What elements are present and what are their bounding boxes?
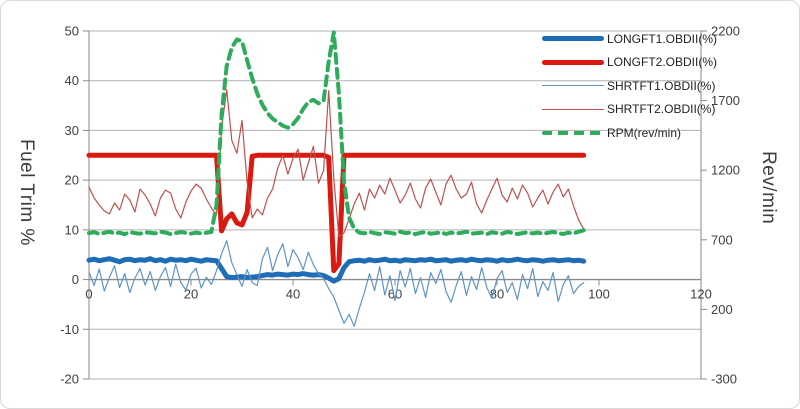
legend-item-rpm: RPM(rev/min) bbox=[542, 121, 698, 145]
y-left-tick-label: 40 bbox=[65, 73, 79, 88]
legend-item-shrtft1: SHRTFT1.OBDII(%) bbox=[542, 74, 715, 98]
legend-item-longft2: LONGFT2.OBDII(%) bbox=[542, 51, 717, 75]
y-right-tick-label: 700 bbox=[711, 232, 733, 247]
legend-swatch-rpm bbox=[542, 130, 604, 135]
y-left-tick-label: 50 bbox=[65, 24, 79, 39]
series-line-shrtft1-obdii- bbox=[88, 240, 585, 327]
legend-swatch-shrtft2 bbox=[542, 108, 604, 110]
legend-label-shrtft2: SHRTFT2.OBDII(%) bbox=[607, 102, 716, 117]
y-right-axis-title: Rev/min bbox=[758, 151, 779, 225]
y-right-tick-label: -300 bbox=[711, 372, 737, 387]
y-right-tick-label: 2200 bbox=[711, 24, 740, 39]
x-tick-label: 80 bbox=[490, 287, 504, 302]
legend-label-longft2: LONGFT2.OBDII(%) bbox=[607, 55, 718, 70]
y-left-tick-label: -20 bbox=[60, 372, 79, 387]
series-line-rpm-rev-min- bbox=[87, 30, 586, 237]
y-right-tick-label: 1200 bbox=[711, 163, 740, 178]
y-right-tick-label: 1700 bbox=[711, 93, 740, 108]
legend-swatch-longft1 bbox=[542, 36, 604, 42]
legend-swatch-shrtft1 bbox=[542, 85, 604, 87]
y-left-axis-title: Fuel Trim % bbox=[16, 139, 37, 246]
y-left-tick-label: -10 bbox=[60, 322, 79, 337]
y-left-tick-label: 30 bbox=[65, 123, 79, 138]
x-tick-label: 60 bbox=[388, 287, 402, 302]
y-right-tick-label: 200 bbox=[711, 302, 733, 317]
legend-label-shrtft1: SHRTFT1.OBDII(%) bbox=[607, 78, 716, 93]
series-line-shrtft2-obdii- bbox=[88, 89, 585, 238]
legend-item-longft1: LONGFT1.OBDII(%) bbox=[542, 27, 717, 51]
x-tick-label: 40 bbox=[286, 287, 300, 302]
series-line-longft1-obdii- bbox=[86, 256, 587, 284]
x-tick-label: 20 bbox=[184, 287, 198, 302]
series-line-longft2-obdii- bbox=[86, 152, 587, 274]
legend: LONGFT1.OBDII(%) LONGFT2.OBDII(%) SHRTFT… bbox=[542, 27, 717, 145]
legend-label-longft1: LONGFT1.OBDII(%) bbox=[607, 31, 718, 46]
y-left-tick-label: 10 bbox=[65, 222, 79, 237]
y-left-tick-label: 0 bbox=[72, 272, 79, 287]
x-tick-label: 120 bbox=[690, 287, 712, 302]
legend-item-shrtft2: SHRTFT2.OBDII(%) bbox=[542, 98, 715, 122]
y-left-tick-label: 20 bbox=[65, 173, 79, 188]
x-tick-label: 0 bbox=[85, 287, 92, 302]
legend-label-rpm: RPM(rev/min) bbox=[607, 125, 681, 140]
x-tick-label: 100 bbox=[588, 287, 610, 302]
legend-swatch-longft2 bbox=[542, 59, 604, 65]
